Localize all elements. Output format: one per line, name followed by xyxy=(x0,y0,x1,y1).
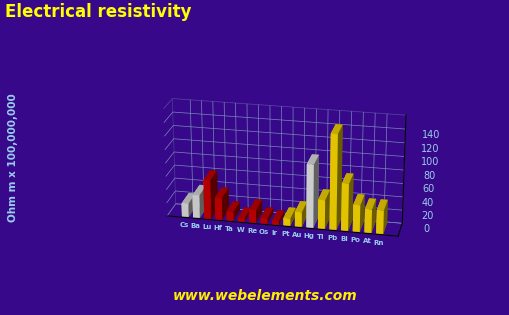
Text: Ohm m x 100,000,000: Ohm m x 100,000,000 xyxy=(8,93,18,222)
Text: Electrical resistivity: Electrical resistivity xyxy=(5,3,191,21)
Text: www.webelements.com: www.webelements.com xyxy=(173,289,357,303)
